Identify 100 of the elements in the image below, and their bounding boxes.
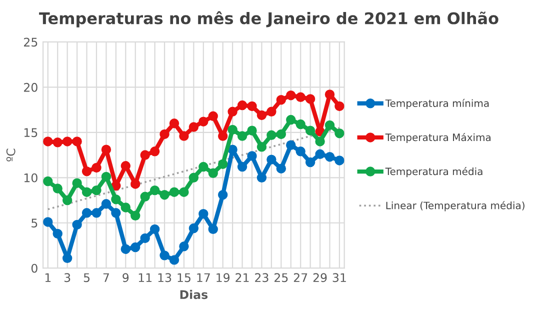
- point: [140, 192, 150, 202]
- point: [334, 128, 344, 138]
- point: [334, 156, 344, 166]
- point: [52, 184, 62, 194]
- legend-label: Linear (Temperatura média): [386, 201, 524, 212]
- point: [228, 124, 238, 135]
- point: [198, 116, 208, 126]
- point: [160, 129, 170, 140]
- point: [111, 208, 121, 218]
- x-tick-label: 15: [178, 273, 190, 282]
- point: [179, 131, 189, 141]
- point: [256, 110, 267, 120]
- point: [237, 100, 248, 110]
- point: [305, 94, 316, 104]
- point: [169, 118, 180, 128]
- point: [72, 220, 82, 230]
- x-tick-label: 7: [103, 273, 109, 282]
- y-tick-label: 15: [24, 128, 38, 138]
- x-tick-label: 31: [332, 273, 346, 282]
- point: [334, 101, 344, 112]
- point: [72, 136, 82, 146]
- point: [160, 250, 170, 260]
- point: [198, 208, 208, 219]
- x-tick-label: 13: [158, 273, 172, 282]
- legend-label: Temperatura média: [385, 167, 482, 178]
- point: [286, 90, 296, 100]
- point: [82, 208, 92, 218]
- point: [130, 210, 140, 220]
- point: [276, 95, 286, 105]
- x-axis-title: Dias: [180, 290, 208, 300]
- point: [72, 178, 82, 188]
- point: [52, 138, 62, 148]
- x-tick-label: 9: [122, 273, 129, 282]
- point: [140, 233, 150, 244]
- point: [237, 131, 248, 141]
- point: [92, 208, 102, 218]
- point: [276, 164, 286, 174]
- point: [208, 224, 218, 234]
- point: [305, 157, 316, 168]
- point: [111, 180, 121, 191]
- point: [266, 130, 276, 140]
- point: [296, 146, 306, 156]
- point: [305, 126, 316, 136]
- point: [324, 152, 335, 162]
- point: [120, 161, 131, 171]
- point: [101, 172, 112, 182]
- point: [256, 142, 267, 152]
- x-tick-label: 21: [236, 273, 249, 282]
- point: [52, 228, 62, 239]
- point: [111, 194, 121, 204]
- point: [82, 166, 92, 176]
- x-tick-label: 19: [216, 273, 230, 282]
- point: [208, 168, 218, 178]
- point: [266, 106, 276, 116]
- point: [120, 244, 131, 254]
- point: [150, 146, 160, 156]
- point: [276, 129, 286, 140]
- x-tick-label: 1: [45, 273, 51, 282]
- x-tick-label: 29: [313, 273, 327, 282]
- x-tick-label: 11: [138, 273, 152, 282]
- point: [101, 144, 112, 154]
- point: [179, 187, 189, 197]
- point: [218, 159, 228, 169]
- point: [62, 195, 72, 206]
- y-tick-label: 10: [24, 173, 38, 182]
- point: [179, 242, 189, 252]
- point: [62, 136, 72, 146]
- point: [247, 101, 257, 112]
- point: [130, 242, 140, 252]
- point: [43, 136, 53, 146]
- point: [140, 150, 150, 160]
- point: [62, 253, 72, 264]
- point: [324, 120, 335, 130]
- point: [228, 106, 238, 116]
- point: [198, 162, 208, 172]
- point: [218, 131, 228, 141]
- point: [218, 190, 228, 200]
- x-tick-label: 27: [294, 273, 308, 282]
- point: [92, 185, 102, 196]
- point: [237, 162, 248, 172]
- point: [247, 151, 257, 161]
- point: [150, 224, 160, 234]
- point: [101, 199, 112, 209]
- x-tick-label: 23: [255, 273, 268, 282]
- point: [169, 255, 180, 265]
- point: [286, 114, 296, 125]
- point: [160, 190, 170, 200]
- chart-title: Temperaturas no mês de Janeiro de 2021 em Olhão: [39, 11, 498, 28]
- point: [315, 149, 325, 159]
- point: [92, 162, 102, 173]
- y-tick-label: 5: [32, 218, 38, 228]
- point: [256, 172, 267, 183]
- point: [43, 217, 53, 227]
- point: [296, 119, 306, 130]
- y-tick-label: 0: [31, 264, 38, 273]
- y-tick-label: 20: [24, 82, 38, 92]
- legend-label: Temperatura Máxima: [385, 132, 490, 144]
- y-axis-title: ºC: [6, 148, 16, 162]
- point: [130, 179, 140, 189]
- point: [286, 140, 296, 150]
